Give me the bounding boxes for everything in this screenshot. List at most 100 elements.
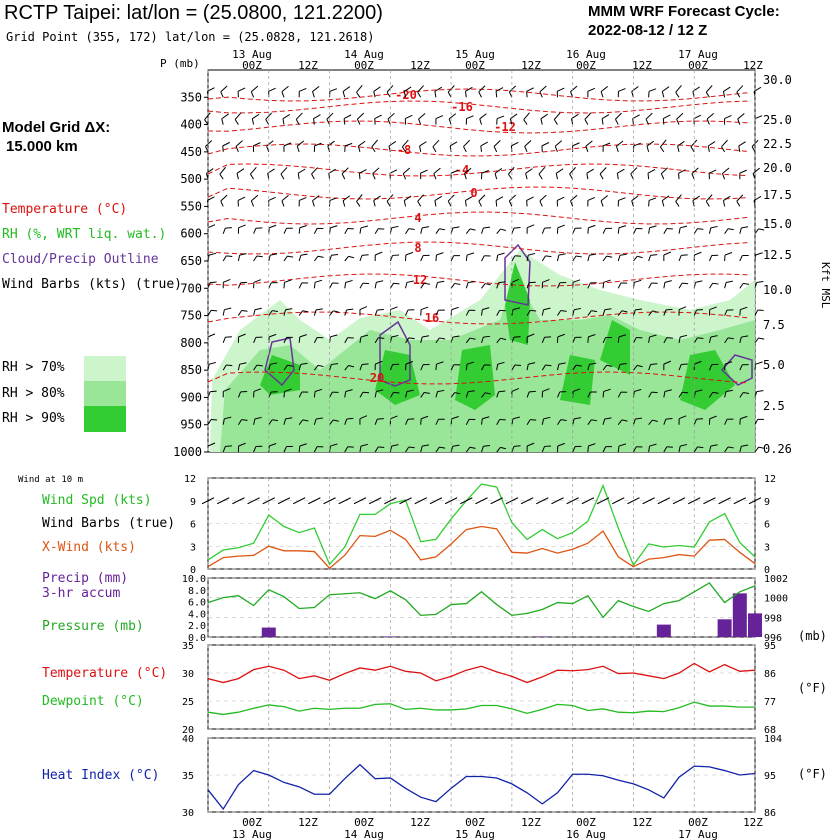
- wind-barb: [313, 365, 319, 371]
- wind-barb-feather: [282, 114, 291, 120]
- wind-barb: [495, 200, 498, 207]
- wind-barb-feather: [210, 281, 217, 284]
- wind-barb-feather: [743, 392, 750, 395]
- surface-wind-barb: [232, 497, 245, 505]
- legend-rh: RH (%, WRT liq. wat.): [2, 227, 167, 242]
- page-title: RCTP Taipei: lat/lon = (25.0800, 121.220…: [4, 2, 383, 24]
- wind-barb: [329, 391, 333, 398]
- wind-barb-feather: [287, 255, 294, 258]
- wind-barb-feather: [342, 86, 351, 92]
- wind-barb: [344, 446, 349, 453]
- forecast-cycle-title: MMM WRF Forecast Cycle:: [588, 3, 780, 20]
- wind-barb: [541, 418, 545, 425]
- wind-barb-feather: [682, 391, 689, 394]
- wind-barb: [298, 445, 301, 453]
- wind-barb-feather: [452, 335, 460, 338]
- wind-barb-feather: [469, 228, 476, 231]
- hour-label-bottom: 00Z: [465, 816, 485, 829]
- wind-barb: [496, 282, 500, 289]
- wind-barb: [344, 391, 347, 398]
- wind-barb-feather: [743, 282, 750, 285]
- wind-barb-feather: [603, 388, 611, 392]
- wind-barb-feather: [302, 419, 309, 422]
- wind-barb: [435, 228, 440, 235]
- temp-tick-f: 68: [764, 725, 776, 736]
- wind-barb-feather: [575, 255, 582, 258]
- wind-barb-feather: [356, 194, 363, 202]
- wind-barb: [420, 336, 423, 343]
- wind-barb: [480, 145, 482, 152]
- wind-barb-feather: [494, 168, 503, 174]
- date-label-top: 16 Aug: [566, 48, 606, 61]
- wind-barb: [268, 419, 273, 425]
- wind-barb-feather: [572, 279, 581, 283]
- wind-barb: [389, 255, 394, 262]
- wind-barb-feather: [635, 417, 643, 420]
- wind-barb: [298, 227, 301, 234]
- wind-tick-left: 3: [190, 542, 196, 553]
- wind-barb-feather: [435, 115, 444, 120]
- wind-barb: [617, 282, 622, 289]
- wind-barb: [555, 173, 558, 180]
- surface-wind-barb: [429, 497, 443, 505]
- wind-barb: [660, 173, 665, 180]
- wind-barb-feather: [406, 280, 414, 283]
- wind-barb: [358, 173, 361, 180]
- wind-barb-feather: [695, 280, 703, 283]
- wind-barb: [222, 364, 227, 371]
- wind-barb: [283, 255, 288, 262]
- surface-wind-barb: [338, 497, 351, 505]
- wind-barb-feather: [253, 388, 262, 392]
- wind-barb-feather: [758, 228, 765, 231]
- wind-barb: [403, 91, 407, 98]
- wind-barb-feather: [601, 114, 610, 120]
- wind-barb-feather: [373, 86, 381, 92]
- wind-barb-feather: [479, 113, 487, 120]
- height-tick-label: 2.5: [763, 399, 785, 413]
- wind-barb-feather: [268, 87, 276, 92]
- temp-contour: [207, 311, 749, 325]
- wind-barb-feather: [359, 306, 368, 311]
- hour-label-bottom: 00Z: [688, 816, 708, 829]
- wind-barb: [373, 200, 376, 207]
- wind-barb: [526, 282, 530, 289]
- wind-barb: [526, 419, 531, 425]
- wind-barb-feather: [223, 388, 231, 392]
- wind-barb-feather: [680, 443, 688, 447]
- wind-barb-feather: [408, 446, 415, 449]
- wind-barb-feather: [587, 87, 596, 92]
- wind-barb-feather: [210, 390, 217, 393]
- precip-tick: 2.0: [188, 621, 206, 632]
- wind-barb: [372, 173, 376, 180]
- wind-barb-feather: [348, 364, 355, 368]
- wind-barb: [222, 227, 226, 234]
- wind-barb-feather: [599, 167, 607, 175]
- wind-barb: [207, 419, 212, 425]
- precip-tick: 6.0: [188, 598, 206, 609]
- wind-barb: [220, 91, 224, 98]
- wind-barb: [587, 419, 592, 426]
- wind-barb: [329, 445, 331, 453]
- wind-barb-feather: [299, 225, 307, 229]
- wind-barb: [647, 173, 650, 180]
- heat-tick-f: 95: [764, 771, 776, 782]
- pressure-unit: (mb): [798, 629, 827, 643]
- wind-barb: [645, 118, 650, 125]
- wind-barb-feather: [736, 194, 744, 202]
- wind-barb: [344, 228, 349, 234]
- wind-barb: [739, 418, 741, 425]
- wind-barb: [678, 282, 683, 289]
- wind-barb-feather: [224, 307, 232, 311]
- wind-barb: [692, 200, 695, 207]
- wind-barb-feather: [284, 388, 292, 392]
- wind-barb: [298, 364, 302, 371]
- wind-barb: [433, 173, 437, 180]
- wind-barb: [356, 92, 361, 98]
- wind-barb-feather: [697, 446, 704, 449]
- wind-barb-feather: [361, 363, 369, 366]
- wind-barb: [526, 310, 531, 316]
- wind-barb: [207, 364, 210, 371]
- wind-barb-feather: [331, 253, 339, 256]
- pressure-tick-label: 550: [180, 199, 202, 213]
- wind-barb: [693, 309, 697, 316]
